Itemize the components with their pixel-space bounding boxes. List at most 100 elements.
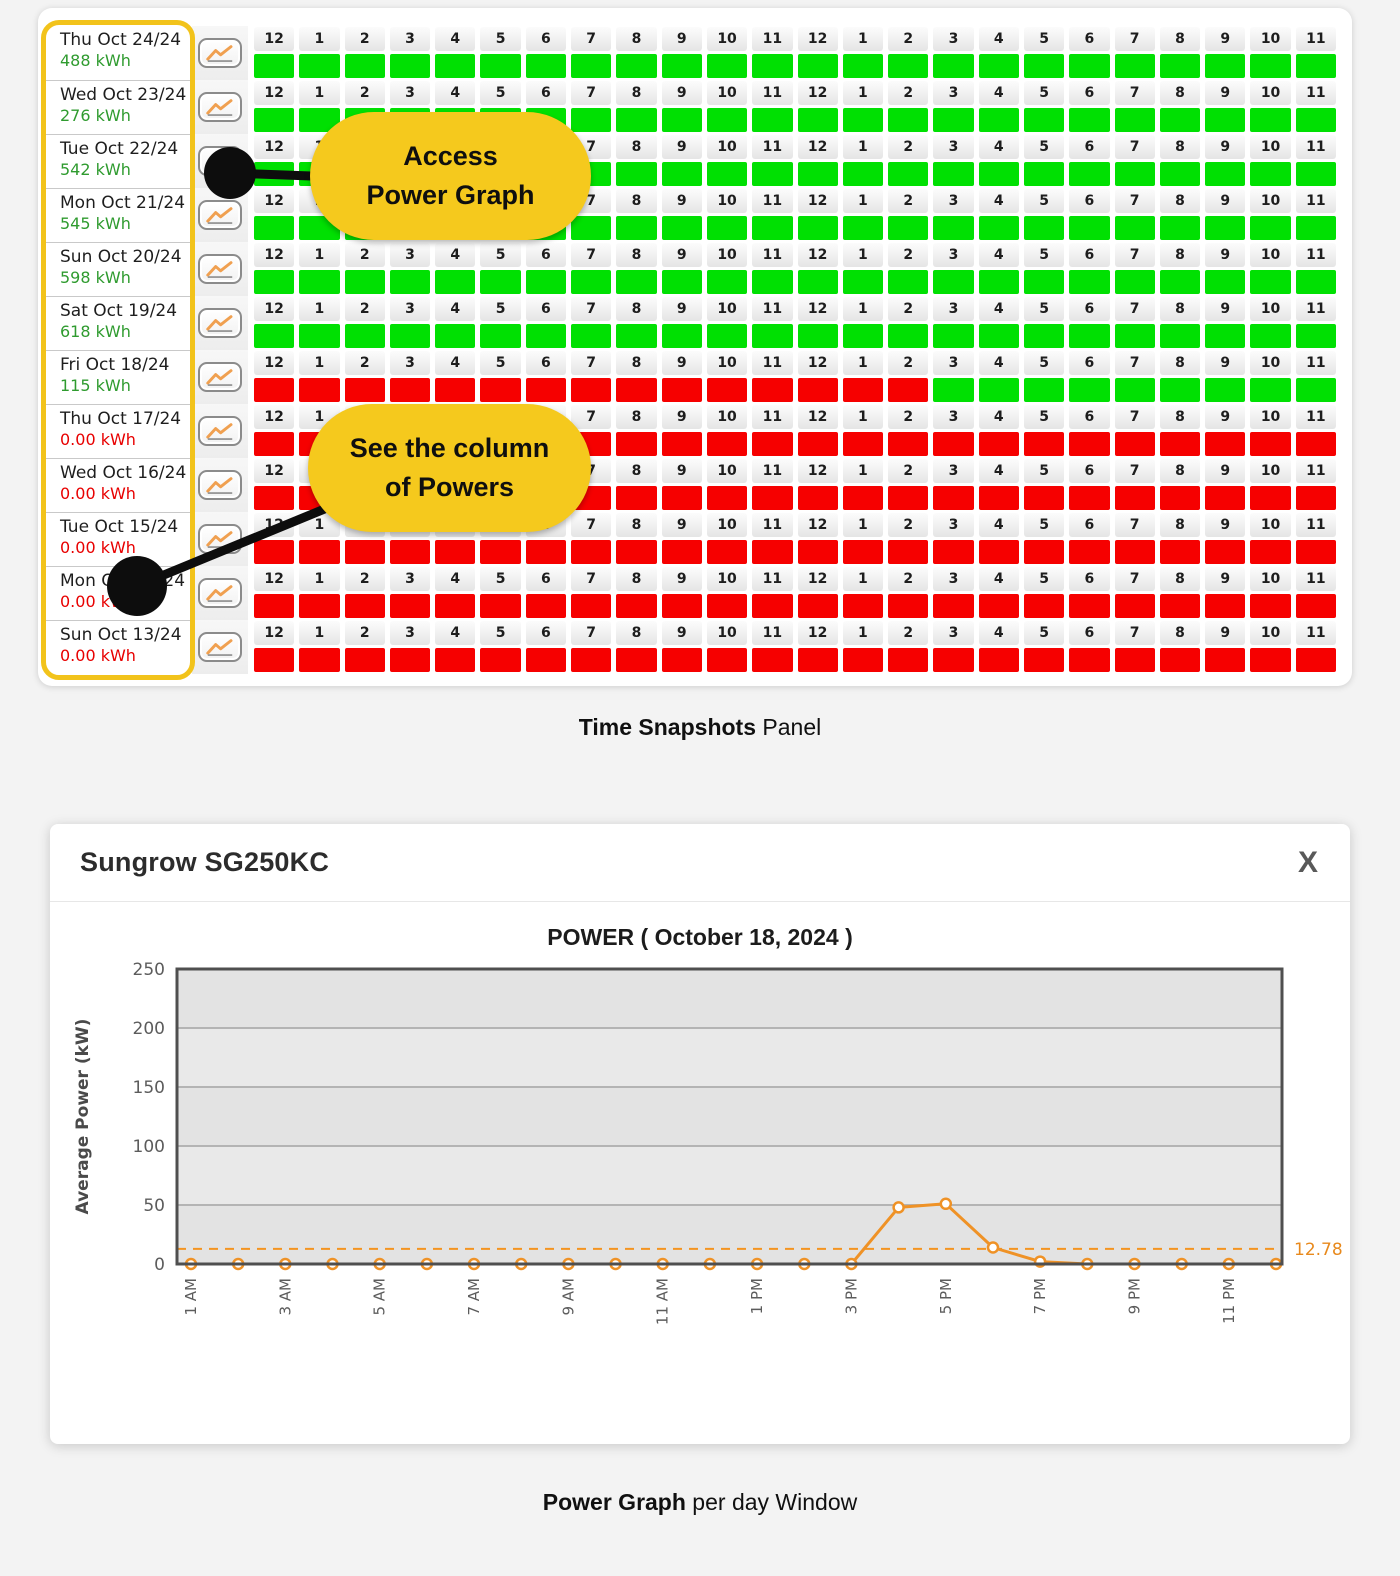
hour-cell[interactable] xyxy=(254,540,295,564)
hour-cell[interactable] xyxy=(842,270,884,294)
hour-cell[interactable] xyxy=(752,324,793,348)
hour-cell[interactable] xyxy=(1023,108,1065,132)
hour-cell[interactable] xyxy=(616,540,657,564)
hour-cell[interactable] xyxy=(1159,162,1201,186)
hour-cell[interactable] xyxy=(661,270,702,294)
hour-cell[interactable] xyxy=(933,432,974,456)
hour-cell[interactable] xyxy=(978,486,1019,510)
hour-cell[interactable] xyxy=(978,108,1019,132)
hour-cell[interactable] xyxy=(389,378,431,402)
hour-cell[interactable] xyxy=(842,486,884,510)
hour-cell[interactable] xyxy=(1295,378,1336,402)
hour-cell[interactable] xyxy=(1114,54,1155,78)
hour-cell[interactable] xyxy=(1205,648,1246,672)
hour-cell[interactable] xyxy=(797,270,838,294)
hour-cell[interactable] xyxy=(254,216,295,240)
hour-cell[interactable] xyxy=(1069,648,1110,672)
hour-cell[interactable] xyxy=(978,270,1019,294)
hour-cell[interactable] xyxy=(254,54,295,78)
hour-cell[interactable] xyxy=(389,324,431,348)
hour-cell[interactable] xyxy=(797,108,838,132)
hour-cell[interactable] xyxy=(254,648,295,672)
hour-cell[interactable] xyxy=(1023,540,1065,564)
power-graph-button[interactable] xyxy=(198,38,242,68)
hour-cell[interactable] xyxy=(1069,540,1110,564)
hour-cell[interactable] xyxy=(571,648,612,672)
hour-cell[interactable] xyxy=(1295,486,1336,510)
hour-cell[interactable] xyxy=(661,540,702,564)
hour-cell[interactable] xyxy=(1159,324,1201,348)
hour-cell[interactable] xyxy=(842,162,884,186)
hour-cell[interactable] xyxy=(1159,540,1201,564)
hour-cell[interactable] xyxy=(1205,108,1246,132)
hour-cell[interactable] xyxy=(706,378,748,402)
hour-cell[interactable] xyxy=(616,594,657,618)
hour-cell[interactable] xyxy=(254,162,295,186)
hour-cell[interactable] xyxy=(389,648,431,672)
hour-cell[interactable] xyxy=(661,324,702,348)
hour-cell[interactable] xyxy=(661,594,702,618)
hour-cell[interactable] xyxy=(571,378,612,402)
hour-cell[interactable] xyxy=(344,540,385,564)
hour-cell[interactable] xyxy=(752,54,793,78)
hour-cell[interactable] xyxy=(706,540,748,564)
hour-cell[interactable] xyxy=(389,54,431,78)
hour-cell[interactable] xyxy=(616,162,657,186)
close-button[interactable]: X xyxy=(1297,845,1318,879)
hour-cell[interactable] xyxy=(1159,594,1201,618)
hour-cell[interactable] xyxy=(389,270,431,294)
hour-cell[interactable] xyxy=(571,324,612,348)
hour-cell[interactable] xyxy=(888,486,929,510)
hour-cell[interactable] xyxy=(888,540,929,564)
hour-cell[interactable] xyxy=(842,540,884,564)
hour-cell[interactable] xyxy=(299,540,340,564)
hour-cell[interactable] xyxy=(842,594,884,618)
power-graph-button[interactable] xyxy=(198,362,242,392)
hour-cell[interactable] xyxy=(978,324,1019,348)
hour-cell[interactable] xyxy=(1159,378,1201,402)
hour-cell[interactable] xyxy=(933,270,974,294)
hour-cell[interactable] xyxy=(706,108,748,132)
hour-cell[interactable] xyxy=(797,378,838,402)
hour-cell[interactable] xyxy=(842,216,884,240)
hour-cell[interactable] xyxy=(435,594,476,618)
hour-cell[interactable] xyxy=(661,378,702,402)
hour-cell[interactable] xyxy=(842,432,884,456)
hour-cell[interactable] xyxy=(978,540,1019,564)
hour-cell[interactable] xyxy=(1114,540,1155,564)
hour-cell[interactable] xyxy=(1250,270,1291,294)
hour-cell[interactable] xyxy=(1295,594,1336,618)
hour-cell[interactable] xyxy=(797,648,838,672)
hour-cell[interactable] xyxy=(706,162,748,186)
hour-cell[interactable] xyxy=(480,378,521,402)
hour-cell[interactable] xyxy=(299,324,340,348)
hour-cell[interactable] xyxy=(888,108,929,132)
hour-cell[interactable] xyxy=(978,162,1019,186)
hour-cell[interactable] xyxy=(1114,216,1155,240)
power-graph-button[interactable] xyxy=(198,470,242,500)
hour-cell[interactable] xyxy=(1250,378,1291,402)
hour-cell[interactable] xyxy=(706,594,748,618)
hour-cell[interactable] xyxy=(933,324,974,348)
hour-cell[interactable] xyxy=(978,648,1019,672)
hour-cell[interactable] xyxy=(1159,648,1201,672)
hour-cell[interactable] xyxy=(299,594,340,618)
hour-cell[interactable] xyxy=(389,594,431,618)
power-graph-button[interactable] xyxy=(198,308,242,338)
hour-cell[interactable] xyxy=(933,540,974,564)
hour-cell[interactable] xyxy=(616,378,657,402)
hour-cell[interactable] xyxy=(1114,108,1155,132)
hour-cell[interactable] xyxy=(888,432,929,456)
hour-cell[interactable] xyxy=(480,324,521,348)
hour-cell[interactable] xyxy=(571,270,612,294)
hour-cell[interactable] xyxy=(842,648,884,672)
hour-cell[interactable] xyxy=(435,270,476,294)
hour-cell[interactable] xyxy=(933,594,974,618)
hour-cell[interactable] xyxy=(888,648,929,672)
hour-cell[interactable] xyxy=(525,540,567,564)
hour-cell[interactable] xyxy=(254,432,295,456)
hour-cell[interactable] xyxy=(1023,216,1065,240)
hour-cell[interactable] xyxy=(1205,54,1246,78)
hour-cell[interactable] xyxy=(933,108,974,132)
hour-cell[interactable] xyxy=(1023,324,1065,348)
